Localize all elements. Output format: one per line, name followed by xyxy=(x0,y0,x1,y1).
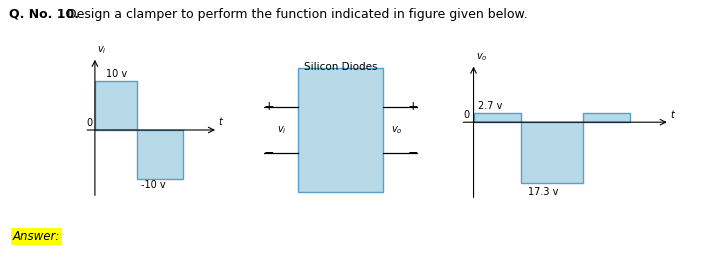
Bar xyxy=(474,113,522,122)
Text: 10 v: 10 v xyxy=(106,69,127,79)
Text: −: − xyxy=(264,147,274,160)
Text: −: − xyxy=(408,147,418,160)
Text: Silicon Diodes: Silicon Diodes xyxy=(304,62,378,72)
Text: 2.7 v: 2.7 v xyxy=(478,101,502,111)
Text: Answer:: Answer: xyxy=(13,230,60,243)
Bar xyxy=(298,68,384,192)
Text: t: t xyxy=(671,110,674,120)
Text: 0: 0 xyxy=(86,118,92,128)
Text: +: + xyxy=(408,100,418,113)
Bar xyxy=(95,81,137,130)
Text: +: + xyxy=(264,100,274,113)
Text: $v_o$: $v_o$ xyxy=(391,124,403,136)
Text: 17.3 v: 17.3 v xyxy=(528,187,558,197)
Text: Q. No. 10.: Q. No. 10. xyxy=(9,8,79,21)
Bar xyxy=(583,113,631,122)
Bar xyxy=(137,130,183,179)
Text: $v_i$: $v_i$ xyxy=(97,44,106,56)
Text: Design a clamper to perform the function indicated in figure given below.: Design a clamper to perform the function… xyxy=(67,8,527,21)
Text: $v_o$: $v_o$ xyxy=(476,51,487,63)
Text: 0: 0 xyxy=(463,110,469,120)
Text: -10 v: -10 v xyxy=(141,180,166,190)
Text: $v_i$: $v_i$ xyxy=(277,124,287,136)
Text: t: t xyxy=(219,117,223,127)
Bar xyxy=(522,122,583,183)
